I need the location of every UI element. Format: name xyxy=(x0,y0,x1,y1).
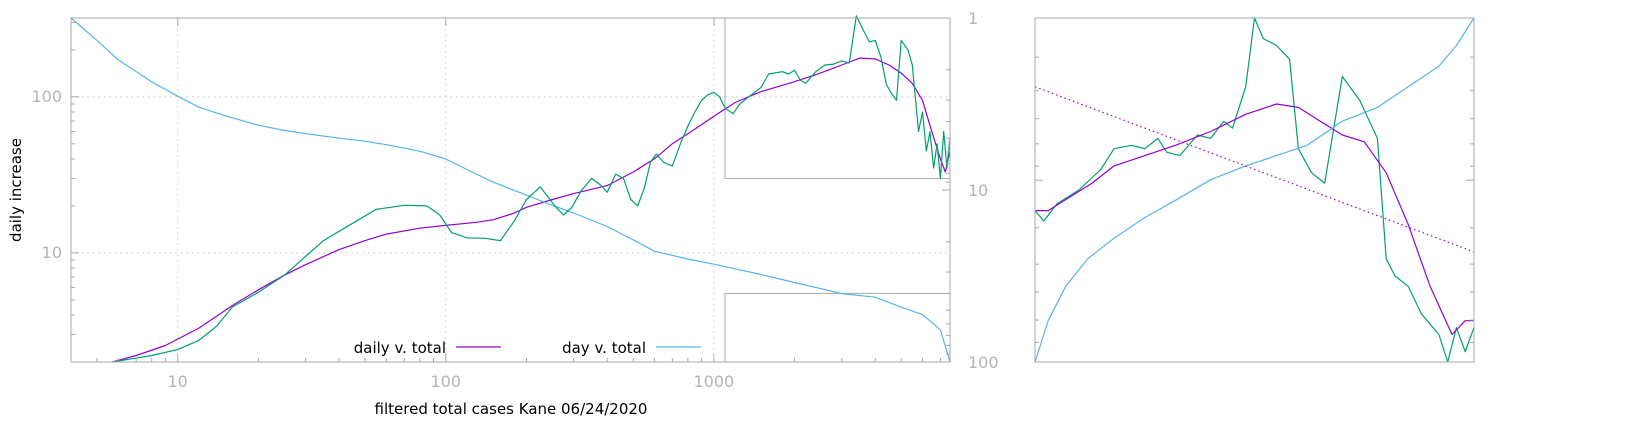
main-chart: 10 100 1000 10 100 1 10 100 filtered total case… xyxy=(7,9,999,418)
side-series-line-3 xyxy=(1034,86,1475,253)
side-series-line-2 xyxy=(1034,17,1475,363)
y-tick-label: 10 xyxy=(42,243,62,262)
y2-tick-label: 100 xyxy=(968,353,999,372)
x-axis-title: filtered total cases Kane 06/24/2020 xyxy=(375,400,648,418)
y-axis-title: daily increase xyxy=(7,138,25,242)
legend-label-daily: daily v. total xyxy=(354,339,446,357)
x-tick-label: 10 xyxy=(168,372,188,391)
y2-tick-label: 1 xyxy=(968,9,978,28)
main-ticks: 10 100 1000 10 100 1 10 100 xyxy=(31,9,998,391)
side-series-line-1 xyxy=(1035,103,1474,336)
legend: daily v. total day v. total xyxy=(354,339,701,357)
x-tick-label: 1000 xyxy=(694,372,735,391)
side-series-line-0 xyxy=(1034,17,1475,363)
inset-box xyxy=(724,292,951,363)
series-line-0 xyxy=(112,57,951,363)
y-tick-label: 100 xyxy=(31,87,62,106)
y2-tick-label: 10 xyxy=(968,181,988,200)
main-grid xyxy=(71,18,950,362)
series-line-1 xyxy=(70,17,951,363)
series-line-2 xyxy=(112,15,951,363)
side-plot-frame xyxy=(1034,17,1475,363)
x-tick-label: 100 xyxy=(430,372,461,391)
side-ticks xyxy=(1035,17,1474,363)
main-inset-boxes xyxy=(724,17,951,363)
inset-box xyxy=(724,17,951,179)
legend-label-day: day v. total xyxy=(562,339,646,357)
main-series xyxy=(70,15,951,363)
side-series xyxy=(1034,17,1475,363)
